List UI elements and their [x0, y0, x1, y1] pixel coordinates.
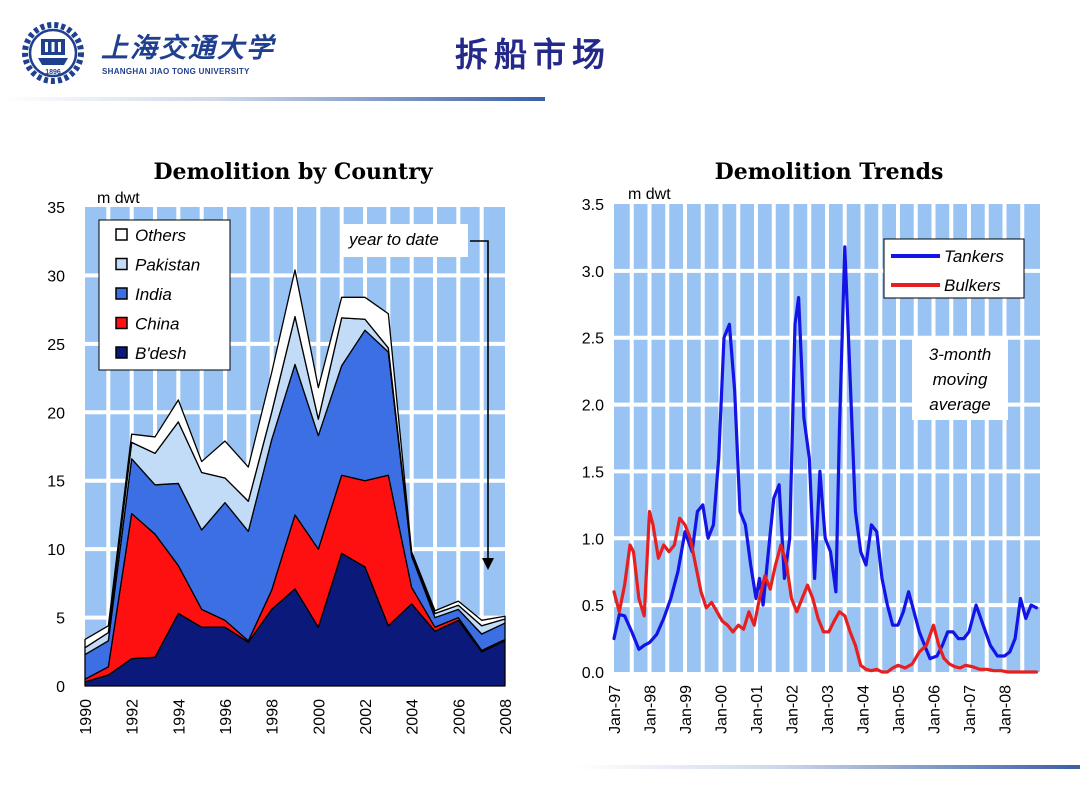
chart-title: Demolition by Country: [153, 159, 433, 185]
x-tick-label: Jan-06: [927, 685, 944, 734]
y-unit-label: m dwt: [97, 190, 140, 207]
slide-title: 拆船市场: [455, 35, 611, 74]
legend-swatch: [115, 257, 128, 271]
logo-year: 1896: [45, 69, 61, 76]
x-tick-label: 1996: [218, 699, 235, 735]
x-tick-label: Jan-05: [891, 685, 908, 734]
legend-label: Bulkers: [944, 276, 1001, 295]
x-tick-label: 2002: [358, 699, 375, 735]
x-tick-label: Jan-08: [998, 685, 1015, 734]
university-name-cn: 上海交通大学: [101, 33, 275, 64]
legend-label: B'desh: [135, 344, 186, 363]
legend-swatch: [115, 316, 128, 330]
x-tick-label: Jan-02: [785, 685, 802, 734]
y-tick-label: 1.5: [582, 464, 604, 481]
legend-label: Others: [135, 226, 187, 245]
y-tick-label: 10: [47, 542, 65, 559]
series-line-bulkers: [612, 509, 1039, 674]
x-tick-label: Jan-97: [607, 685, 624, 734]
y-tick-label: 2.5: [582, 331, 604, 348]
y-tick-label: 3.5: [582, 197, 604, 214]
legend: Others Pakistan India China B'desh: [98, 219, 231, 371]
annotation-year-to-date: year to date: [340, 224, 494, 570]
x-tick-label: 2008: [498, 699, 515, 735]
x-tick-label: 1998: [265, 699, 282, 735]
y-tick-label: 0.5: [582, 598, 604, 615]
legend-swatch: [115, 287, 128, 300]
x-tick-label: 2000: [311, 699, 328, 735]
series-line-tankers: [612, 245, 1039, 661]
y-unit-label: m dwt: [628, 186, 671, 203]
x-tick-label: Jan-98: [643, 685, 660, 734]
annotation-text: year to date: [348, 230, 439, 249]
annotation-text: 3-month moving average: [929, 345, 991, 414]
demolition-by-country-chart: Demolition by Country m dwt year to date…: [47, 159, 515, 735]
y-tick-label: 35: [47, 200, 65, 217]
y-tick-label: 20: [47, 405, 65, 422]
y-tick-label: 2.0: [582, 398, 604, 415]
legend-swatch: [115, 228, 128, 241]
y-tick-label: 5: [56, 611, 65, 628]
annotation-line: average: [929, 395, 990, 414]
y-tick-label: 30: [47, 268, 65, 285]
annotation-moving-average: 3-month moving average: [912, 338, 1008, 420]
arrow-head-icon: [482, 558, 494, 570]
series-area-others: [84, 269, 506, 649]
x-tick-label: Jan-00: [714, 685, 731, 734]
annotation-line: moving: [933, 370, 988, 389]
legend-label: China: [135, 315, 179, 334]
legend-label: India: [135, 285, 172, 304]
footer-divider: [575, 765, 1080, 769]
annotation-box: [912, 338, 1008, 420]
university-name-en: SHANGHAI JIAO TONG UNIVERSITY: [102, 67, 250, 76]
annotation-line: 3-month: [929, 345, 991, 364]
x-tick-label: Jan-01: [749, 685, 766, 734]
annotation-box: [340, 224, 468, 257]
y-tick-label: 25: [47, 337, 65, 354]
legend-label: Pakistan: [135, 256, 200, 275]
x-tick-label: Jan-03: [820, 685, 837, 734]
x-tick-label: 2004: [405, 699, 422, 735]
x-tick-label: Jan-04: [856, 685, 873, 734]
header-divider: [0, 97, 545, 101]
x-tick-label: 1990: [78, 699, 95, 735]
legend: Tankers Bulkers: [883, 238, 1025, 299]
x-tick-label: Jan-99: [678, 685, 695, 734]
x-tick-label: 1992: [125, 699, 142, 735]
y-tick-label: 0: [56, 679, 65, 696]
y-tick-label: 3.0: [582, 264, 604, 281]
legend-label: Tankers: [944, 247, 1004, 266]
x-tick-label: 1994: [171, 699, 188, 735]
chart-title: Demolition Trends: [715, 159, 944, 185]
axes: 0.0 0.5 1.0 1.5 2.0 2.5 3.0 3.5 Jan-97 Jan-98 Jan-…: [582, 197, 1015, 734]
x-tick-label: Jan-07: [962, 685, 979, 734]
x-tick-label: 2006: [451, 699, 468, 735]
y-tick-label: 15: [47, 474, 65, 491]
y-tick-label: 0.0: [582, 665, 604, 682]
axes: 0 5 10 15 20 25 30 35 1990 1992 1994 1996 1998 2000 20…: [47, 200, 515, 735]
annotation-arrow: [470, 240, 489, 560]
legend-swatch: [115, 346, 128, 359]
legend-box: [883, 238, 1025, 299]
university-logo-emblem: 1896: [22, 22, 84, 84]
y-tick-label: 1.0: [582, 531, 604, 548]
